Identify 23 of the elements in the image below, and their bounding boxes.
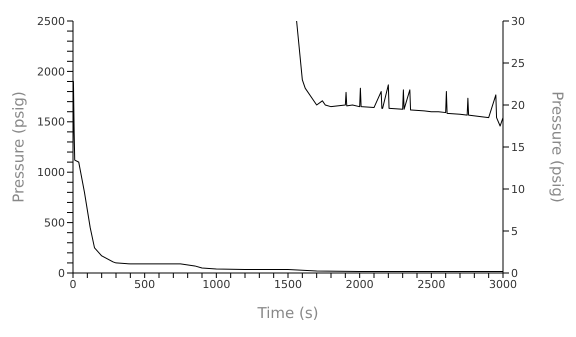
y2-tick-label: 20 xyxy=(511,98,525,112)
x-axis-title: Time (s) xyxy=(256,304,318,322)
y2-tick-label: 30 xyxy=(511,14,525,28)
x-tick-label: 3000 xyxy=(489,278,517,291)
y-tick-label: 0 xyxy=(58,266,65,280)
x-tick-label: 2000 xyxy=(346,278,374,291)
y2-tick-label: 15 xyxy=(511,140,525,154)
y-tick-label: 500 xyxy=(44,216,65,230)
x-tick-label: 1500 xyxy=(274,278,302,291)
x-tick-label: 500 xyxy=(134,278,156,291)
x-tick-label: 2500 xyxy=(417,278,446,291)
y-tick-label: 1000 xyxy=(37,166,65,180)
y-tick-label: 2000 xyxy=(37,65,65,78)
y-axis-title: Pressure (psig) xyxy=(9,91,28,203)
y2-tick-label: 25 xyxy=(511,56,525,70)
x-tick-label: 1000 xyxy=(202,278,230,291)
y2-axis-title: Pressure (psig) xyxy=(548,91,567,203)
y2-tick-label: 0 xyxy=(511,266,518,280)
y2-tick-label: 10 xyxy=(511,182,525,196)
x-tick-label: 0 xyxy=(70,278,76,291)
y2-tick-label: 5 xyxy=(511,224,518,238)
y-tick-label: 1500 xyxy=(37,116,65,129)
y-tick-label: 2500 xyxy=(37,14,65,28)
